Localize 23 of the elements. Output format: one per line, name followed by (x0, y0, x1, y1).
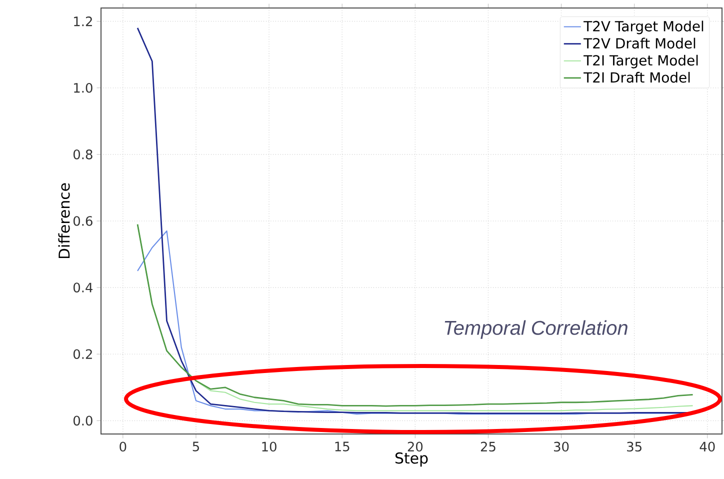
x-tick-label: 15 (335, 442, 350, 452)
legend-label: T2V Draft Model (584, 38, 696, 49)
annotation: Temporal Correlation (444, 320, 628, 339)
y-axis-title: Difference (58, 183, 70, 258)
x-axis-title: Step (395, 452, 428, 467)
x-tick-label: 35 (627, 442, 642, 452)
x-tick-label: 25 (480, 442, 496, 452)
legend-label: T2I Target Model (584, 54, 698, 68)
y-tick-label: 0.6 (74, 216, 92, 226)
y-tick-label: 0.2 (74, 349, 92, 360)
x-tick-label: 30 (554, 442, 569, 452)
y-tick-label: 0.8 (74, 150, 92, 160)
y-tick-label: 1.2 (74, 16, 92, 26)
y-tick-label: 0.0 (74, 416, 92, 426)
x-tick-label: 5 (192, 442, 199, 452)
y-tick-label: 0.4 (74, 282, 93, 292)
x-tick-label: 0 (120, 442, 126, 452)
x-tick-label: 20 (408, 442, 423, 452)
x-tick-label: 40 (700, 442, 715, 452)
x-tick-label: 10 (262, 442, 276, 452)
legend-label: T2V Target Model (584, 20, 704, 34)
y-tick-label: 1.0 (74, 82, 92, 93)
legend-label: T2I Draft Model (584, 72, 690, 83)
